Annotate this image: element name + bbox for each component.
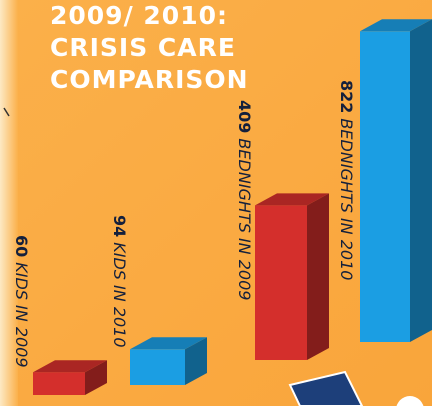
category-label: BEDNIGHTS IN 2010: [337, 118, 356, 280]
bar-top: [360, 19, 432, 32]
decoration: [3, 107, 10, 117]
bar-front: [33, 372, 85, 395]
bar-label: 60 KIDS IN 2009: [12, 235, 31, 368]
category-label: BEDNIGHTS IN 2009: [235, 138, 254, 300]
title-line: COMPARISON: [50, 65, 249, 94]
value-label: 822: [337, 80, 356, 113]
bar-top: [33, 360, 107, 373]
category-label: KIDS IN 2009: [12, 262, 31, 367]
bar: [33, 360, 107, 395]
bar: [255, 193, 329, 360]
bar-top: [255, 193, 329, 206]
bar-front: [130, 349, 185, 385]
bar: [130, 337, 207, 385]
value-label: 60: [12, 235, 31, 257]
bar: [360, 19, 432, 343]
bar-side: [85, 360, 107, 395]
bar-side: [185, 337, 207, 385]
bar-side: [410, 19, 432, 343]
title-line: 2009/ 2010:: [50, 1, 228, 30]
bar-label: 94 KIDS IN 2010: [110, 215, 129, 348]
bar-label: 822 BEDNIGHTS IN 2010: [337, 80, 356, 280]
bar-top: [130, 337, 207, 350]
bar-front: [255, 205, 307, 360]
category-label: KIDS IN 2010: [110, 242, 129, 347]
value-label: 409: [235, 100, 254, 133]
value-label: 94: [110, 215, 129, 237]
bar-label: 409 BEDNIGHTS IN 2009: [235, 100, 254, 300]
bar-front: [360, 31, 410, 343]
title-line: CRISIS CARE: [50, 33, 236, 62]
bars: 60 KIDS IN 2009 94 KIDS IN 2010 409 BEDNIGHTS…: [12, 19, 432, 395]
left-strip: [0, 0, 18, 406]
corner-decoration: [288, 370, 424, 406]
bar-side: [307, 193, 329, 360]
